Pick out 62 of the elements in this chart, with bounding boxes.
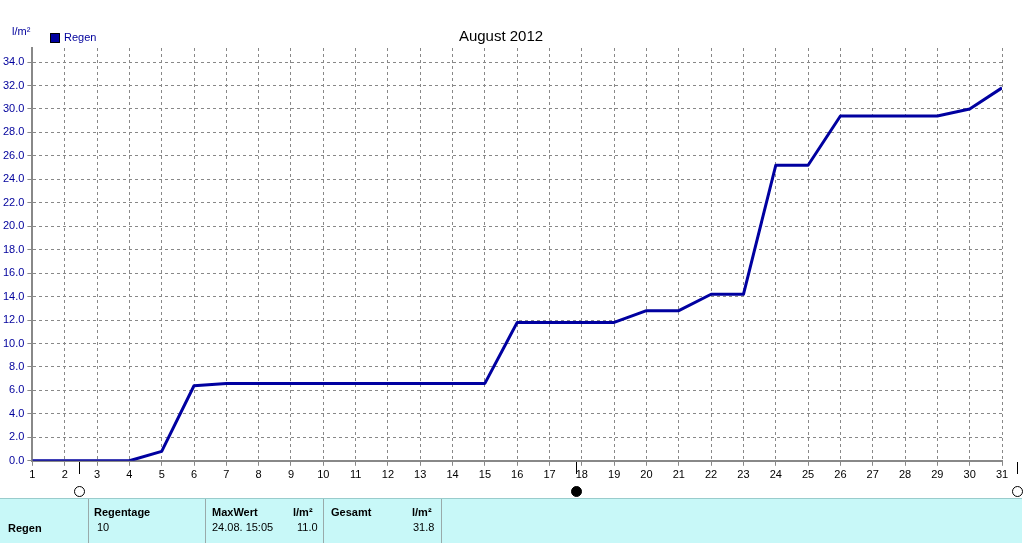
chart-title: August 2012 (458, 27, 544, 45)
y-tick-label: 30.0 (2, 102, 25, 115)
y-tick-label: 16.0 (2, 266, 25, 279)
text: Regentage (94, 506, 151, 518)
x-tick-label: 14 (446, 468, 459, 481)
x-tick-label: 18 (575, 468, 588, 481)
x-tick-label: 21 (672, 468, 685, 481)
x-tick-label: 29 (931, 468, 944, 481)
y-tick-label: 6.0 (9, 383, 25, 396)
y-tick-label: 4.0 (9, 406, 25, 419)
y-tick-label: 0.0 (9, 453, 25, 466)
y-tick-label: 12.0 (2, 313, 25, 326)
y-tick-label: 2.0 (9, 430, 25, 443)
text: 10 (97, 521, 110, 533)
x-tick-label: 15 (478, 468, 492, 481)
x-tick-label: 9 (287, 468, 295, 481)
x-tick-label: 22 (705, 468, 718, 481)
y-tick-label: 10.0 (2, 336, 25, 349)
y-tick-label: 24.0 (2, 172, 25, 185)
text: l/m² (412, 506, 432, 518)
y-tick-label: 32.0 (2, 78, 25, 91)
legend-label: Regen (64, 31, 97, 44)
y-tick-label: 28.0 (2, 125, 25, 138)
text: Gesamt (331, 506, 372, 518)
text: MaxWert (212, 506, 258, 518)
y-tick-label: 18.0 (2, 242, 25, 255)
x-tick-label: 5 (158, 468, 165, 481)
y-axis-title: l/m² (12, 25, 31, 38)
x-tick-label: 16 (511, 468, 524, 481)
text: Regen (8, 522, 42, 534)
text: 11.0 (297, 521, 318, 533)
y-tick-label: 8.0 (9, 360, 25, 373)
y-tick-label: 34.0 (2, 55, 25, 68)
text: l/m² (293, 506, 313, 518)
x-tick-label: 7 (223, 468, 230, 481)
x-tick-label: 4 (126, 468, 133, 481)
x-tick-label: 12 (381, 468, 395, 481)
x-tick-label: 31 (995, 468, 1009, 481)
x-tick-label: 19 (608, 468, 621, 481)
x-tick-label: 24 (769, 468, 782, 481)
x-tick-label: 2 (61, 468, 68, 481)
x-tick-label: 30 (963, 468, 976, 481)
y-tick-label: 26.0 (2, 148, 25, 161)
x-tick-label: 27 (866, 468, 879, 481)
x-tick-label: 13 (414, 468, 427, 481)
y-tick-label: 22.0 (2, 195, 25, 208)
x-tick-label: 23 (737, 468, 750, 481)
x-tick-label: 25 (801, 468, 815, 481)
y-tick-label: 14.0 (2, 289, 25, 302)
x-tick-label: 17 (543, 468, 556, 481)
x-tick-label: 1 (29, 468, 36, 481)
x-tick-label: 28 (898, 468, 912, 481)
x-tick-label: 26 (834, 468, 847, 481)
x-tick-label: 10 (317, 468, 330, 481)
x-tick-label: 8 (255, 468, 262, 481)
text: 31.8 (413, 521, 435, 533)
text: 24.08. 15:05 (212, 521, 274, 533)
x-tick-label: 11 (349, 468, 362, 481)
x-tick-label: 20 (640, 468, 653, 481)
x-tick-label: 3 (93, 468, 101, 481)
y-tick-label: 20.0 (2, 219, 25, 232)
x-tick-label: 6 (190, 468, 198, 481)
